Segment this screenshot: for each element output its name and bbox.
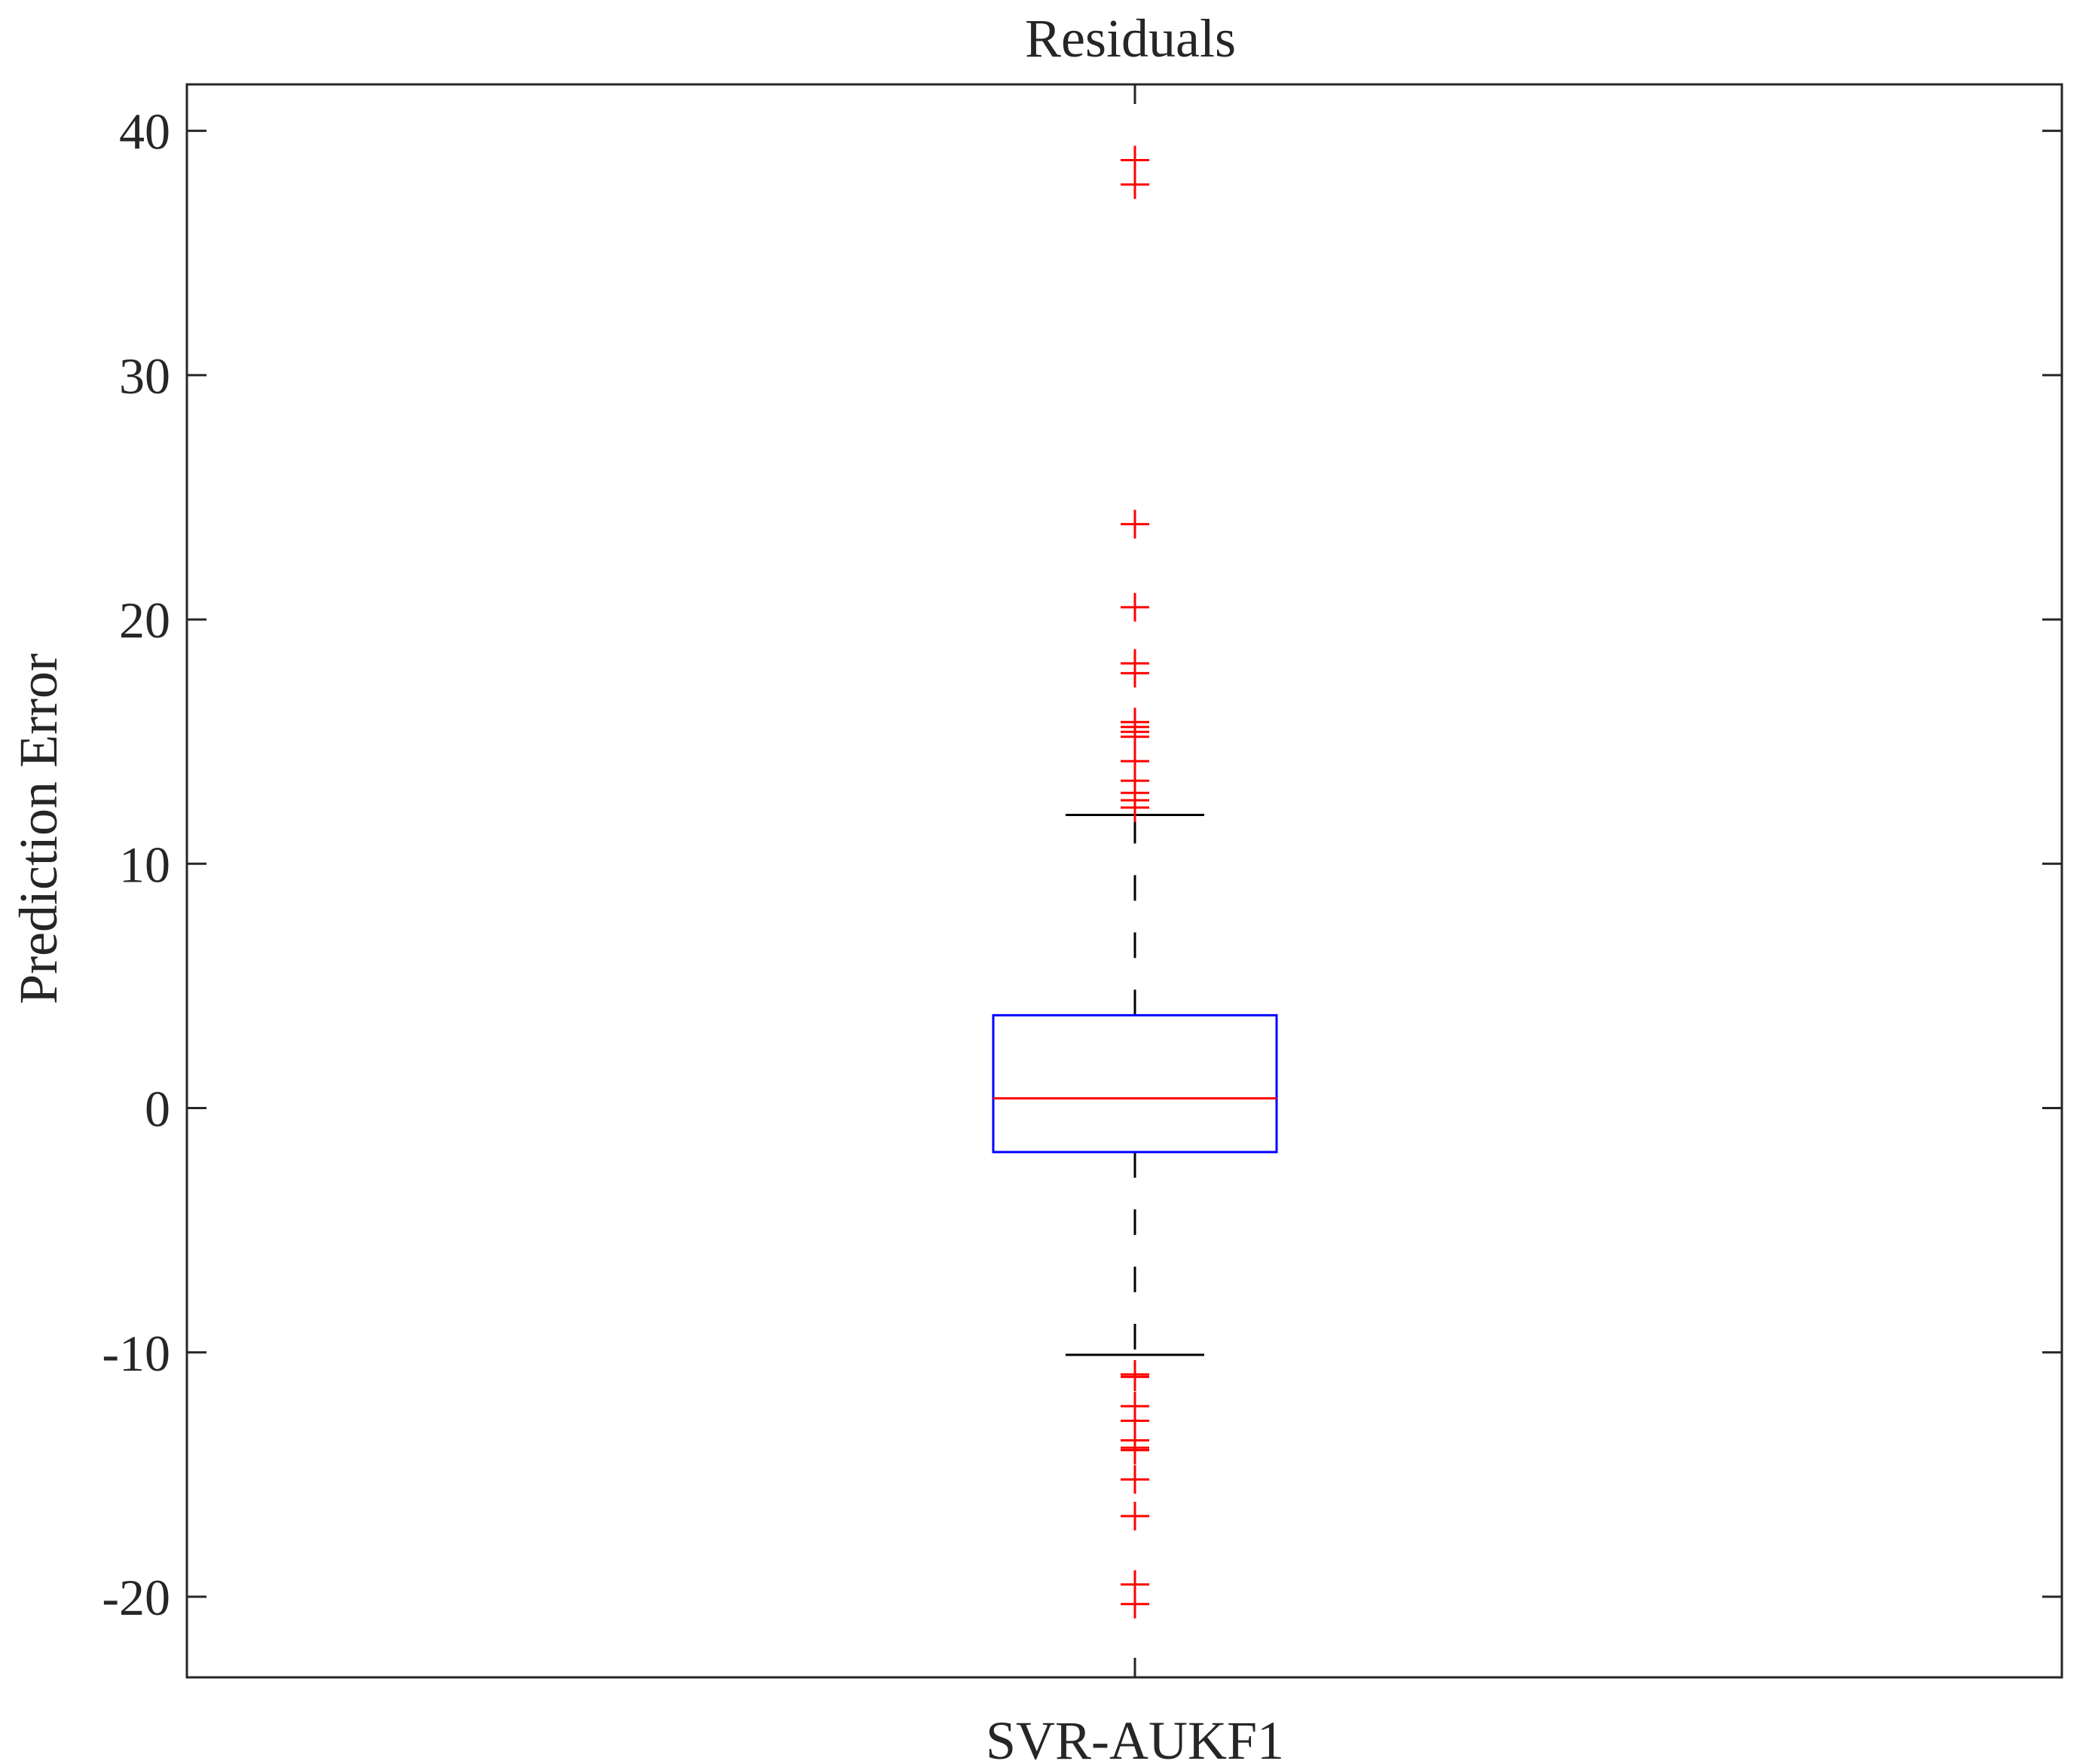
y-axis-label: Prediction Error [8,653,69,1004]
y-tick-label: -20 [102,1569,170,1626]
outlier-point [1121,1502,1149,1531]
y-tick-label: 30 [119,347,170,405]
y-tick-label: 0 [145,1081,170,1138]
outlier-point [1121,145,1149,175]
y-axis: -20 -10 0 10 20 30 40 [102,103,2062,1626]
y-tick-label: 20 [119,592,170,649]
outlier-point [1121,1465,1149,1494]
outlier-point [1121,509,1149,539]
outlier-point [1121,1435,1149,1465]
y-tick-label: 10 [119,836,170,893]
outlier-point [1121,793,1149,822]
x-tick-label: SVR-AUKF1 [986,1710,1284,1760]
iqr-box [992,1013,1278,1154]
outlier-point [1121,1362,1149,1392]
outlier-point [1121,722,1149,751]
box-series [992,145,1278,1619]
y-tick-label: -10 [102,1325,170,1382]
outlier-point [1121,592,1149,622]
y-tick-label: 40 [119,103,170,161]
x-axis: SVR-AUKF1 [986,84,1284,1764]
outlier-point [1121,170,1149,199]
plot-area-frame [185,83,2063,1679]
outlier-point [1121,659,1149,688]
chart-title: Residuals [1025,8,1236,69]
outlier-point [1121,1589,1149,1619]
